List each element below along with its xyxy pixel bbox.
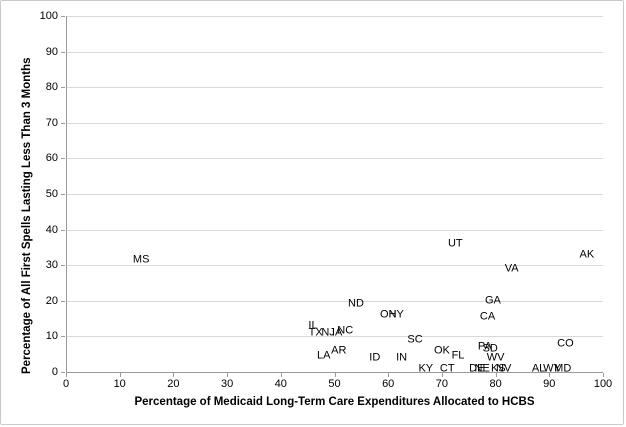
y-tick-10 xyxy=(61,336,65,338)
gridline-y-20 xyxy=(66,300,603,302)
x-tick-label-90: 90 xyxy=(543,378,556,390)
data-point-label-IL: IL xyxy=(308,319,318,332)
data-point-label-ID: ID xyxy=(369,351,381,364)
y-axis-title: Percentage of All First Spells Lasting L… xyxy=(21,57,33,374)
data-point-label-DE: DE xyxy=(469,362,485,375)
data-point-label-UT: UT xyxy=(447,237,463,250)
data-point-label-AR: AR xyxy=(331,344,347,357)
gridline-y-80 xyxy=(66,87,603,89)
data-point-label-FL: FL xyxy=(451,349,465,362)
gridline-y-10 xyxy=(66,336,603,338)
y-tick-label-40: 40 xyxy=(45,223,58,236)
y-tick-60 xyxy=(61,158,65,160)
y-tick-label-60: 60 xyxy=(45,152,58,165)
data-point-label-MS: MS xyxy=(132,253,150,266)
data-point-label-TX: TX xyxy=(308,326,323,339)
x-tick-label-40: 40 xyxy=(274,378,287,390)
x-tick-label-10: 10 xyxy=(113,378,126,390)
y-tick-90 xyxy=(61,51,65,53)
y-tick-50 xyxy=(61,194,65,195)
gridline-y-30 xyxy=(66,265,603,267)
data-point-label-ND: ND xyxy=(348,297,364,310)
y-tick-label-30: 30 xyxy=(45,259,58,272)
data-point-label-WV: WV xyxy=(486,351,505,364)
x-tick-40 xyxy=(280,373,282,377)
data-point-label-NE: NE xyxy=(474,362,490,375)
y-tick-70 xyxy=(61,122,65,124)
x-tick-label-60: 60 xyxy=(382,378,395,390)
data-point-label-IN: IN xyxy=(396,351,408,364)
data-point-label-AK: AK xyxy=(579,248,595,261)
gridline-y-70 xyxy=(66,122,603,124)
data-point-label-KY: KY xyxy=(418,362,434,375)
x-tick-100 xyxy=(603,373,604,377)
y-tick-label-90: 90 xyxy=(45,45,58,58)
data-point-label-MD: MD xyxy=(554,362,572,375)
y-tick-30 xyxy=(61,265,65,267)
data-point-label-NV: NV xyxy=(496,362,512,375)
y-axis-line xyxy=(66,16,67,372)
data-point-label-GA: GA xyxy=(484,294,501,307)
data-point-label-CT: CT xyxy=(439,362,455,375)
x-tick-10 xyxy=(119,373,121,377)
x-tick-50 xyxy=(334,373,336,377)
gridline-y-40 xyxy=(66,229,603,231)
x-tick-0 xyxy=(66,373,67,377)
gridline-y-100 xyxy=(66,16,603,17)
y-tick-label-0: 0 xyxy=(51,366,58,378)
data-point-label-SD: SD xyxy=(482,342,498,355)
x-tick-label-30: 30 xyxy=(220,378,234,390)
y-tick-20 xyxy=(61,300,65,302)
y-tick-0 xyxy=(61,372,65,373)
gridline-y-50 xyxy=(66,194,603,195)
x-tick-70 xyxy=(441,373,443,377)
y-tick-label-70: 70 xyxy=(45,116,58,129)
y-tick-label-10: 10 xyxy=(45,330,58,343)
y-tick-label-100: 100 xyxy=(39,10,58,22)
x-axis-title: Percentage of Medicaid Long-Term Care Ex… xyxy=(134,396,535,408)
y-tick-100 xyxy=(61,16,65,17)
data-point-label-WY: WY xyxy=(543,362,561,375)
x-tick-label-0: 0 xyxy=(62,378,70,390)
x-tick-label-100: 100 xyxy=(593,378,613,390)
data-point-label-NC: NC xyxy=(337,324,354,337)
data-point-label-LA: LA xyxy=(317,349,331,362)
x-tick-label-80: 80 xyxy=(489,378,502,390)
data-point-label-PA: PA xyxy=(477,340,492,353)
gridline-y-60 xyxy=(66,158,603,160)
data-point-label-IA: IA xyxy=(331,326,343,339)
y-tick-80 xyxy=(61,87,65,89)
data-point-label-CO: CO xyxy=(557,337,574,350)
y-tick-label-80: 80 xyxy=(45,81,58,94)
y-tick-label-50: 50 xyxy=(45,188,58,200)
x-tick-80 xyxy=(495,373,497,377)
data-point-label-KS: KS xyxy=(490,362,506,375)
data-point-label-SC: SC xyxy=(407,333,423,346)
x-tick-label-20: 20 xyxy=(167,378,180,390)
gridline-y-90 xyxy=(66,51,603,53)
x-tick-20 xyxy=(173,373,175,377)
x-tick-60 xyxy=(388,373,390,377)
x-tick-label-70: 70 xyxy=(435,378,449,390)
x-axis-line xyxy=(66,372,603,373)
data-point-label-NJ: NJ xyxy=(321,326,335,339)
data-point-label-OK: OK xyxy=(433,344,450,357)
data-point-label-CA: CA xyxy=(479,310,496,323)
data-point-label-OH: OH xyxy=(379,308,397,321)
data-point-label-AL: AL xyxy=(531,362,546,375)
y-tick-40 xyxy=(61,229,65,231)
y-tick-label-20: 20 xyxy=(45,294,58,307)
x-tick-30 xyxy=(227,373,229,377)
data-point-label-VA: VA xyxy=(504,262,519,275)
data-point-label-NY: NY xyxy=(388,308,404,321)
x-tick-90 xyxy=(549,373,551,377)
x-tick-label-50: 50 xyxy=(328,378,341,390)
